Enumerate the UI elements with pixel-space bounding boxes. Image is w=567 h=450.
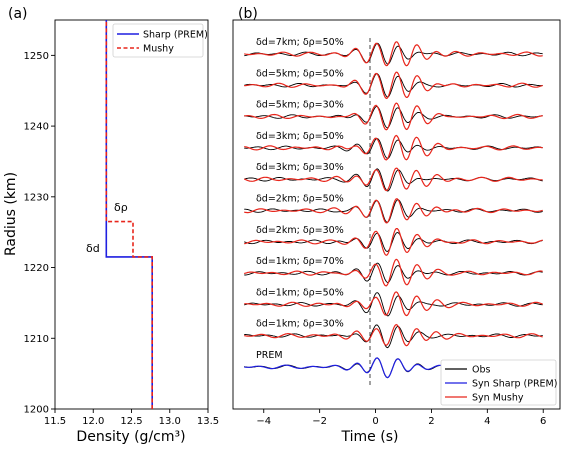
obs-waveform [244,168,543,192]
panel-a-x-tick-label: 12.5 [120,416,142,427]
panel-b-label: (b) [238,6,258,22]
syn-sharp-waveform [244,357,445,379]
panel-b-plot-frame [232,19,561,410]
panel-a: (a) 11.5 12.0 12.5 13.0 13.5 1200 1210 1220 123… [3,6,219,445]
syn-mushy-waveform [244,291,543,317]
syn-mushy-waveform [243,258,543,287]
panel-a-y-tick-label: 1230 [24,192,49,203]
panel-a-y-tick-label: 1250 [24,51,49,62]
panel-a-x-axis-label: Density (g/cm³) [76,429,185,445]
trace-label: δd=2km; δρ=50% [256,194,344,205]
legend-obs-label: Obs [472,365,491,376]
syn-mushy-waveform [243,167,543,192]
panel-a-x-tick-label: 12.0 [82,416,104,427]
trace-label: δd=3km; δρ=50% [256,131,344,142]
panel-a-profiles [105,20,153,409]
legend-syn-mushy-label: Syn Mushy [472,393,524,404]
trace-label: δd=5km; δρ=50% [256,68,344,79]
panel-b-x-tick-label: 2 [428,416,434,427]
panel-b-x-tick-label: 4 [484,416,490,427]
syn-mushy-waveform [244,323,543,347]
panel-a-x-ticks: 11.5 12.0 12.5 13.0 13.5 [44,409,219,427]
trace-label: δd=1km; δρ=50% [256,287,344,298]
trace-label: δd=1km; δρ=30% [256,319,344,330]
syn-mushy-waveform [244,71,543,100]
panel-a-label: (a) [8,6,28,22]
panel-a-y-tick-label: 1240 [24,122,49,133]
obs-waveform [244,138,543,159]
legend-syn-sharp-label: Syn Sharp (PREM) [472,379,557,390]
panel-b-legend-box [440,359,557,406]
obs-waveform [244,324,543,349]
panel-a-y-tick-label: 1220 [24,263,49,274]
legend-sharp-label: Sharp (PREM) [143,30,208,41]
panel-a-plot-frame [54,19,209,410]
obs-waveform [244,292,543,317]
obs-waveform [244,199,543,223]
panel-b-x-axis-label: Time (s) [341,429,399,445]
panel-a-y-tick-label: 1210 [24,334,49,345]
panel-b-x-tick-label: −2 [312,416,327,427]
syn-mushy-waveform [244,198,543,224]
obs-waveform [244,73,543,98]
syn-mushy-waveform [244,41,543,67]
trace-label: δd=1km; δρ=70% [256,256,344,267]
panel-a-x-tick-label: 13.5 [197,416,219,427]
trace-label: δd=7km; δρ=50% [256,37,344,48]
trace-label: PREM [256,350,283,361]
syn-mushy-waveform [244,134,543,161]
panel-a-legend-box [112,23,204,58]
trace-label: δd=2km; δρ=30% [256,225,344,236]
panel-a-y-tick-label: 1200 [24,405,49,416]
syn-mushy-waveform [244,102,543,131]
panel-a-x-tick-label: 13.0 [159,416,181,427]
panel-b-x-tick-label: 0 [372,416,378,427]
sharp-prem-profile [105,20,153,409]
trace-label: δd=5km; δρ=30% [256,100,344,111]
panel-b-x-tick-label: −4 [256,416,271,427]
panel-a-y-ticks: 1200 1210 1220 1230 1240 1250 [24,51,55,416]
trace-label: δd=3km; δρ=30% [256,162,344,173]
mushy-profile [105,20,153,409]
syn-mushy-waveform [244,228,543,257]
panel-b-x-ticks: −4 −2 0 2 4 6 [256,409,546,427]
panel-a-y-axis-label: Radius (km) [3,172,19,256]
panel-b-x-tick-label: 6 [540,416,546,427]
obs-waveform [244,262,543,283]
waveform-traces: δd=7km; δρ=50% δd=5km; δρ=50% δd=5km; δρ=3… [243,37,543,379]
panel-a-legend: Sharp (PREM) Mushy [112,23,208,58]
panel-b: (b) −4 −2 0 2 4 6 δd=7km; δρ=50% δd=5km; δρ=50… [232,6,561,445]
panel-a-x-tick-label: 11.5 [44,416,66,427]
delta-rho-annotation: δρ [114,201,128,214]
panel-b-legend: Obs Syn Sharp (PREM) Syn Mushy [440,359,557,406]
legend-mushy-label: Mushy [143,44,174,55]
delta-d-annotation: δd [86,242,100,255]
